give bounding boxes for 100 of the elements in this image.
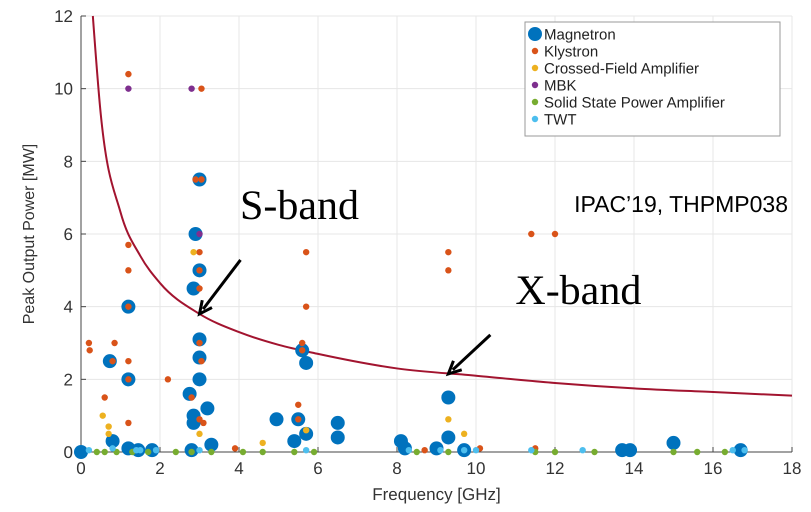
point bbox=[109, 445, 116, 452]
point bbox=[445, 448, 452, 456]
y-axis-title: Peak Output Power [MW] bbox=[21, 144, 38, 324]
point bbox=[299, 356, 314, 370]
point bbox=[421, 446, 428, 454]
legend-label: Klystron bbox=[544, 43, 598, 60]
point bbox=[196, 285, 203, 292]
point bbox=[441, 430, 456, 444]
point bbox=[102, 394, 108, 401]
point bbox=[302, 303, 310, 310]
line-series bbox=[92, 15, 793, 397]
point bbox=[310, 448, 318, 456]
point bbox=[260, 448, 266, 456]
point bbox=[192, 176, 199, 183]
point bbox=[287, 434, 302, 448]
legend-label: Solid State Power Amplifier bbox=[544, 94, 725, 112]
point bbox=[232, 445, 238, 452]
x-tick-label: 16 bbox=[704, 459, 722, 478]
point bbox=[472, 446, 480, 454]
point bbox=[270, 412, 284, 426]
y-tick-label: 12 bbox=[54, 6, 73, 26]
point bbox=[200, 420, 207, 426]
point bbox=[152, 446, 160, 454]
point bbox=[208, 448, 215, 456]
point bbox=[437, 446, 444, 454]
annotation: X-band bbox=[515, 268, 642, 314]
point bbox=[579, 446, 586, 454]
legend-label: MBK bbox=[544, 77, 577, 94]
y-tick-label: 8 bbox=[64, 152, 73, 172]
point bbox=[591, 448, 598, 456]
legend-label: TWT bbox=[544, 111, 576, 128]
point bbox=[105, 423, 112, 430]
y-tick-label: 6 bbox=[64, 224, 73, 244]
point bbox=[125, 267, 132, 274]
point bbox=[330, 430, 345, 444]
x-tick-label: 4 bbox=[234, 459, 244, 478]
point bbox=[86, 347, 93, 354]
point bbox=[94, 448, 100, 456]
point bbox=[528, 446, 534, 454]
x-tick-label: 14 bbox=[624, 459, 644, 478]
point bbox=[105, 430, 112, 438]
point bbox=[445, 267, 452, 274]
y-tick-label: 0 bbox=[64, 442, 73, 462]
point bbox=[74, 445, 88, 459]
point bbox=[460, 430, 468, 438]
x-tick-label: 2 bbox=[155, 459, 165, 478]
point bbox=[172, 448, 179, 456]
point bbox=[414, 448, 420, 456]
x-tick-label: 8 bbox=[392, 459, 402, 478]
point bbox=[125, 420, 132, 426]
y-tick-label: 4 bbox=[64, 298, 73, 317]
point bbox=[302, 248, 310, 256]
point bbox=[125, 70, 132, 78]
legend-label: Magnetron bbox=[544, 26, 616, 44]
point bbox=[406, 446, 412, 454]
x-tick-label: 10 bbox=[466, 459, 486, 478]
y-tick-label: 10 bbox=[54, 80, 73, 99]
point bbox=[188, 394, 195, 401]
point bbox=[302, 446, 310, 454]
point bbox=[200, 401, 214, 416]
point bbox=[670, 448, 677, 456]
x-tick-label: 18 bbox=[782, 459, 802, 478]
point bbox=[188, 85, 195, 92]
x-tick-label: 6 bbox=[313, 459, 323, 478]
point bbox=[198, 85, 205, 92]
point bbox=[86, 446, 92, 454]
point bbox=[552, 230, 558, 238]
legend-label: Crossed-Field Amplifier bbox=[544, 60, 700, 78]
point bbox=[164, 376, 172, 383]
point bbox=[722, 448, 728, 456]
point bbox=[125, 358, 132, 364]
point bbox=[330, 416, 345, 430]
x-tick-label: 12 bbox=[546, 459, 564, 478]
point bbox=[730, 446, 736, 454]
point bbox=[204, 438, 218, 452]
point bbox=[445, 416, 452, 422]
point bbox=[666, 436, 680, 450]
point bbox=[100, 412, 106, 419]
point bbox=[125, 242, 132, 248]
point bbox=[196, 248, 203, 256]
point bbox=[196, 446, 203, 454]
point bbox=[291, 448, 298, 456]
point bbox=[694, 448, 700, 456]
point bbox=[86, 340, 92, 346]
point bbox=[196, 416, 203, 422]
x-axis-title: Frequency [GHz] bbox=[372, 485, 501, 504]
point bbox=[552, 448, 558, 456]
point bbox=[445, 248, 452, 256]
point bbox=[441, 390, 456, 404]
point bbox=[111, 340, 118, 346]
point bbox=[144, 448, 152, 456]
point bbox=[196, 230, 203, 238]
point bbox=[528, 230, 534, 238]
point bbox=[192, 372, 206, 386]
annotation: S-band bbox=[240, 182, 359, 229]
point bbox=[190, 248, 197, 256]
y-tick-label: 2 bbox=[64, 370, 73, 390]
point bbox=[196, 430, 203, 438]
point bbox=[299, 340, 306, 346]
x-tick-label: 0 bbox=[76, 459, 86, 478]
